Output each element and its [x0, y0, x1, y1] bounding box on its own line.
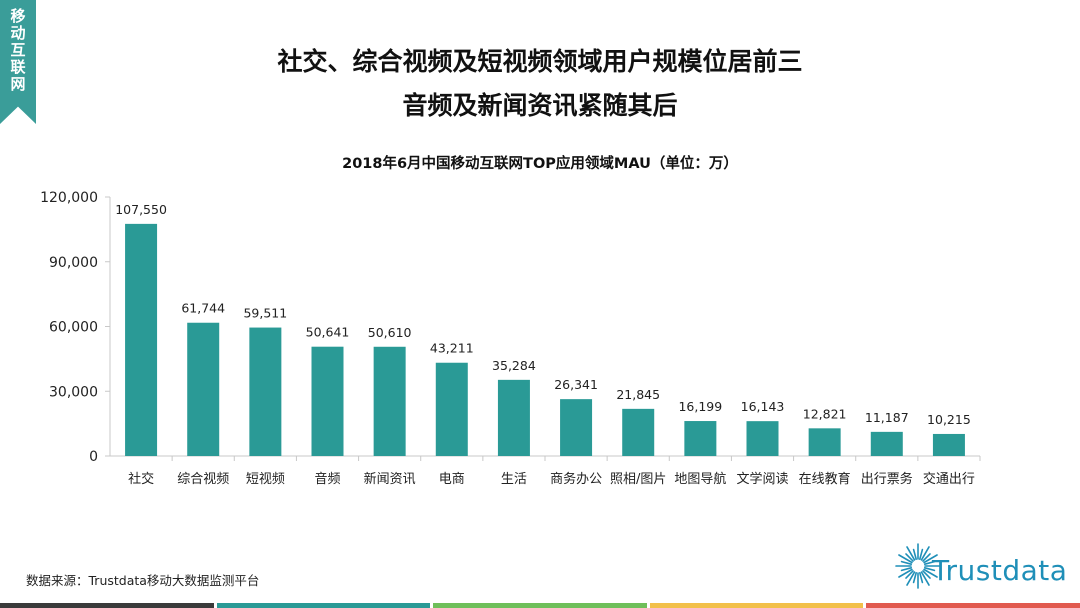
x-tick-label: 社交 [128, 471, 154, 487]
bar-value-label: 11,187 [865, 410, 909, 425]
bar [932, 433, 965, 456]
x-tick-label: 商务办公 [550, 471, 602, 487]
x-tick-label: 短视频 [246, 472, 285, 487]
bar [622, 408, 655, 456]
logo-ray [898, 554, 913, 564]
trustdata-logo: Trustdata [894, 536, 1072, 596]
x-tick-label: 文学阅读 [736, 471, 788, 487]
bar-value-label: 59,511 [243, 306, 287, 321]
logo-ray [905, 570, 914, 579]
logo-ray [912, 548, 917, 561]
bar [249, 327, 282, 456]
burst-logo-icon [895, 543, 941, 589]
logo-ray [912, 571, 917, 584]
bar [684, 421, 717, 456]
bar [746, 421, 779, 456]
logo-ray [900, 567, 913, 572]
chart-title: 2018年6月中国移动互联网TOP应用领域MAU（单位：万） [342, 156, 738, 172]
logo-ray [920, 571, 930, 586]
bar-value-label: 16,143 [741, 399, 785, 414]
logo-ray [905, 553, 914, 562]
stripe-segment [649, 603, 864, 608]
logo-ray [922, 553, 931, 562]
logo-ray [923, 568, 938, 578]
bar [497, 379, 530, 456]
category-tag-label: 移动互联网 [8, 8, 27, 93]
stripe-segment [433, 603, 647, 608]
logo-ray [923, 560, 936, 565]
category-tag: 移动互联网 [0, 0, 36, 124]
bar [560, 399, 593, 456]
x-tick-label: 电商 [439, 472, 465, 487]
y-tick-label: 120,000 [40, 190, 98, 206]
bar [125, 223, 158, 456]
logo-text: Trustdata [932, 554, 1068, 587]
x-tick-label: 在线教育 [799, 471, 851, 487]
bar [808, 428, 841, 456]
bar-value-label: 43,211 [430, 341, 474, 356]
logo-ray [906, 571, 916, 586]
x-tick-label: 交通出行 [923, 471, 975, 487]
bar-value-label: 107,550 [115, 202, 167, 217]
logo-ray [920, 546, 930, 561]
y-tick-label: 60,000 [49, 320, 98, 336]
bar-value-label: 16,199 [678, 399, 722, 414]
stripe-segment [866, 603, 1080, 608]
bar-value-label: 26,341 [554, 377, 598, 392]
logo-ray [919, 548, 924, 561]
x-tick-label: 生活 [501, 472, 527, 487]
bar-value-label: 12,821 [803, 406, 847, 421]
y-tick-label: 30,000 [49, 384, 98, 400]
bar [187, 322, 220, 456]
logo-ray [919, 571, 924, 584]
x-tick-label: 音频 [314, 471, 340, 487]
logo-ray [898, 568, 913, 578]
bar-value-label: 50,610 [368, 325, 412, 340]
logo-ray [906, 546, 916, 561]
bar [870, 431, 903, 456]
page-title-line1: 社交、综合视频及短视频领域用户规模位居前三 [277, 47, 803, 76]
bar-value-label: 21,845 [616, 387, 660, 402]
stripe-segment [216, 603, 431, 608]
x-tick-label: 照相/图片 [610, 472, 666, 487]
bar-value-label: 10,215 [927, 412, 971, 427]
logo-ray [922, 570, 931, 579]
page-title-line2: 音频及新闻资讯紧随其后 [402, 91, 678, 120]
x-tick-label: 地图导航 [674, 471, 726, 487]
y-tick-label: 90,000 [49, 255, 98, 271]
stripe-segment [0, 603, 214, 608]
bar-value-label: 61,744 [181, 301, 225, 316]
x-tick-label: 新闻资讯 [364, 471, 416, 487]
bar [373, 346, 406, 456]
bar-value-label: 50,641 [306, 325, 350, 340]
logo-ray [900, 560, 913, 565]
logo-ray [923, 554, 938, 564]
y-tick-label: 0 [89, 449, 98, 465]
logo-ray [923, 567, 936, 572]
bar [435, 362, 468, 456]
bar [311, 346, 344, 456]
data-source-note: 数据来源：Trustdata移动大数据监测平台 [26, 573, 260, 588]
x-tick-label: 综合视频 [177, 472, 229, 487]
bottom-color-stripe [0, 603, 1080, 608]
x-tick-label: 出行票务 [861, 471, 913, 487]
bar-value-label: 35,284 [492, 358, 536, 373]
